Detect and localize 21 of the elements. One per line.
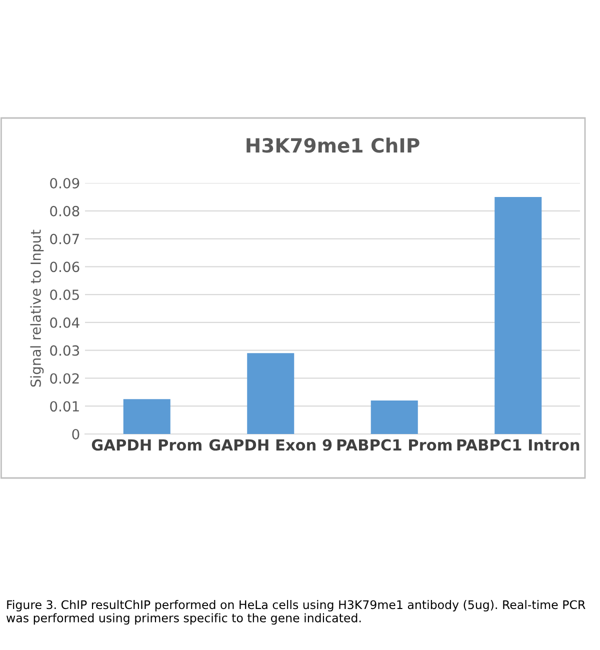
caption: Figure 3. ChIP resultChIP performed on HeLa cells using H3K79me1 antibody (5ug). Real-time PCR was performed using primers specific to the gene indicated. xyxy=(6,600,586,625)
y-tick-label: 0.05 xyxy=(50,290,79,300)
y-tick-label: 0.03 xyxy=(50,345,80,356)
bar xyxy=(494,196,542,434)
y-tick-label: 0.01 xyxy=(50,401,79,412)
x-tick-label: GAPDH Prom xyxy=(92,439,202,451)
bar xyxy=(370,400,418,434)
x-tick-label: GAPDH Exon 9 xyxy=(209,439,332,451)
y-tick-label: 0.02 xyxy=(50,373,79,384)
bar xyxy=(123,399,170,434)
y-tick-label: 0.07 xyxy=(50,234,79,244)
chart-title: H3K79me1 ChIP xyxy=(246,138,420,153)
y-tick-label: 0.06 xyxy=(50,262,80,272)
bar xyxy=(247,353,294,434)
y-axis-title: Signal relative to Input xyxy=(30,230,44,387)
y-tick-label: 0.09 xyxy=(50,178,80,188)
x-tick-label: PABPC1 Intron xyxy=(457,439,580,451)
y-tick-label: 0.08 xyxy=(50,206,80,216)
y-tick-label: 0.04 xyxy=(50,317,80,328)
x-tick-label: PABPC1 Prom xyxy=(337,439,452,451)
y-tick-label: 0 xyxy=(72,428,80,440)
